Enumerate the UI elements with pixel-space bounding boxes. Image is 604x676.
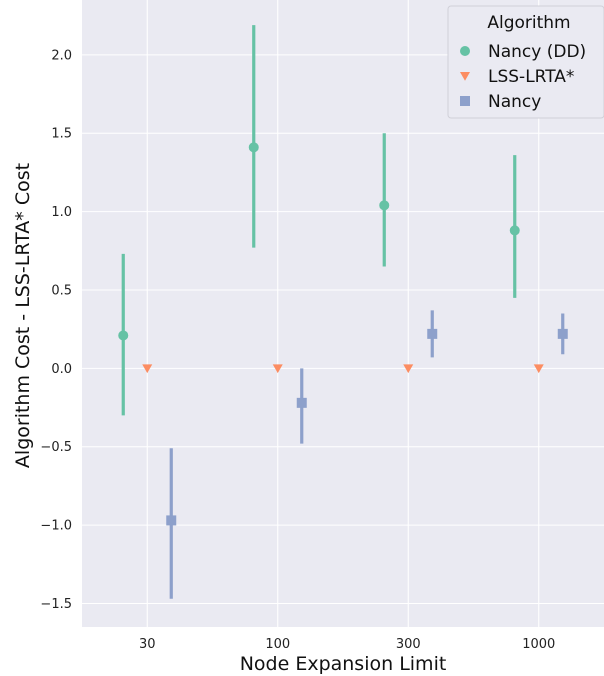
series-nancy-dd <box>118 25 520 416</box>
point-marker <box>166 515 177 526</box>
point-marker <box>296 397 307 408</box>
legend-label: LSS-LRTA* <box>488 67 574 87</box>
legend-item: LSS-LRTA* <box>460 67 574 87</box>
legend-item: Nancy <box>460 92 541 112</box>
series-marks <box>118 25 568 599</box>
legend-box <box>447 5 604 119</box>
point-marker <box>118 330 129 341</box>
point-marker <box>272 364 283 374</box>
point-marker <box>142 364 153 374</box>
point-marker <box>427 328 438 339</box>
legend-title: Algorithm <box>487 13 570 33</box>
point-marker <box>460 46 470 56</box>
y-tick-labels: −1.5 −1.0 −0.5 0.0 0.5 1.0 1.5 2.0 <box>40 48 72 612</box>
point-marker <box>533 364 544 374</box>
point-marker <box>557 328 568 339</box>
point-marker <box>460 96 470 106</box>
legend: Algorithm Nancy (DD) LSS-LRTA* Nancy <box>447 5 604 119</box>
legend-item: Nancy (DD) <box>460 42 586 62</box>
y-tick-label: 0.0 <box>51 362 72 377</box>
point-marker <box>379 200 390 211</box>
series-nancy <box>166 310 568 599</box>
y-tick-label: 1.5 <box>51 127 72 142</box>
y-tick-label: −1.0 <box>40 519 72 534</box>
x-axis-title: Node Expansion Limit <box>240 653 447 675</box>
grid-lines <box>82 0 604 627</box>
y-tick-label: −0.5 <box>40 440 72 455</box>
x-tick-label: 100 <box>265 637 290 652</box>
point-marker <box>460 72 470 81</box>
y-tick-label: 0.5 <box>51 283 72 298</box>
y-tick-label: 2.0 <box>51 48 72 63</box>
y-tick-label: −1.5 <box>40 597 72 612</box>
x-tick-label: 1000 <box>522 637 555 652</box>
point-marker <box>248 142 259 153</box>
point-marker <box>509 225 520 236</box>
x-tick-label: 300 <box>396 637 421 652</box>
y-tick-label: 1.0 <box>51 205 72 220</box>
x-tick-label: 30 <box>139 637 156 652</box>
x-tick-labels: 30 100 300 1000 <box>139 637 555 652</box>
series-lss-lrta <box>142 364 544 374</box>
legend-label: Nancy (DD) <box>488 42 586 62</box>
y-axis-title: Algorithm Cost - LSS-LRTA* Cost <box>12 163 34 468</box>
legend-label: Nancy <box>488 92 541 112</box>
point-marker <box>403 364 414 374</box>
